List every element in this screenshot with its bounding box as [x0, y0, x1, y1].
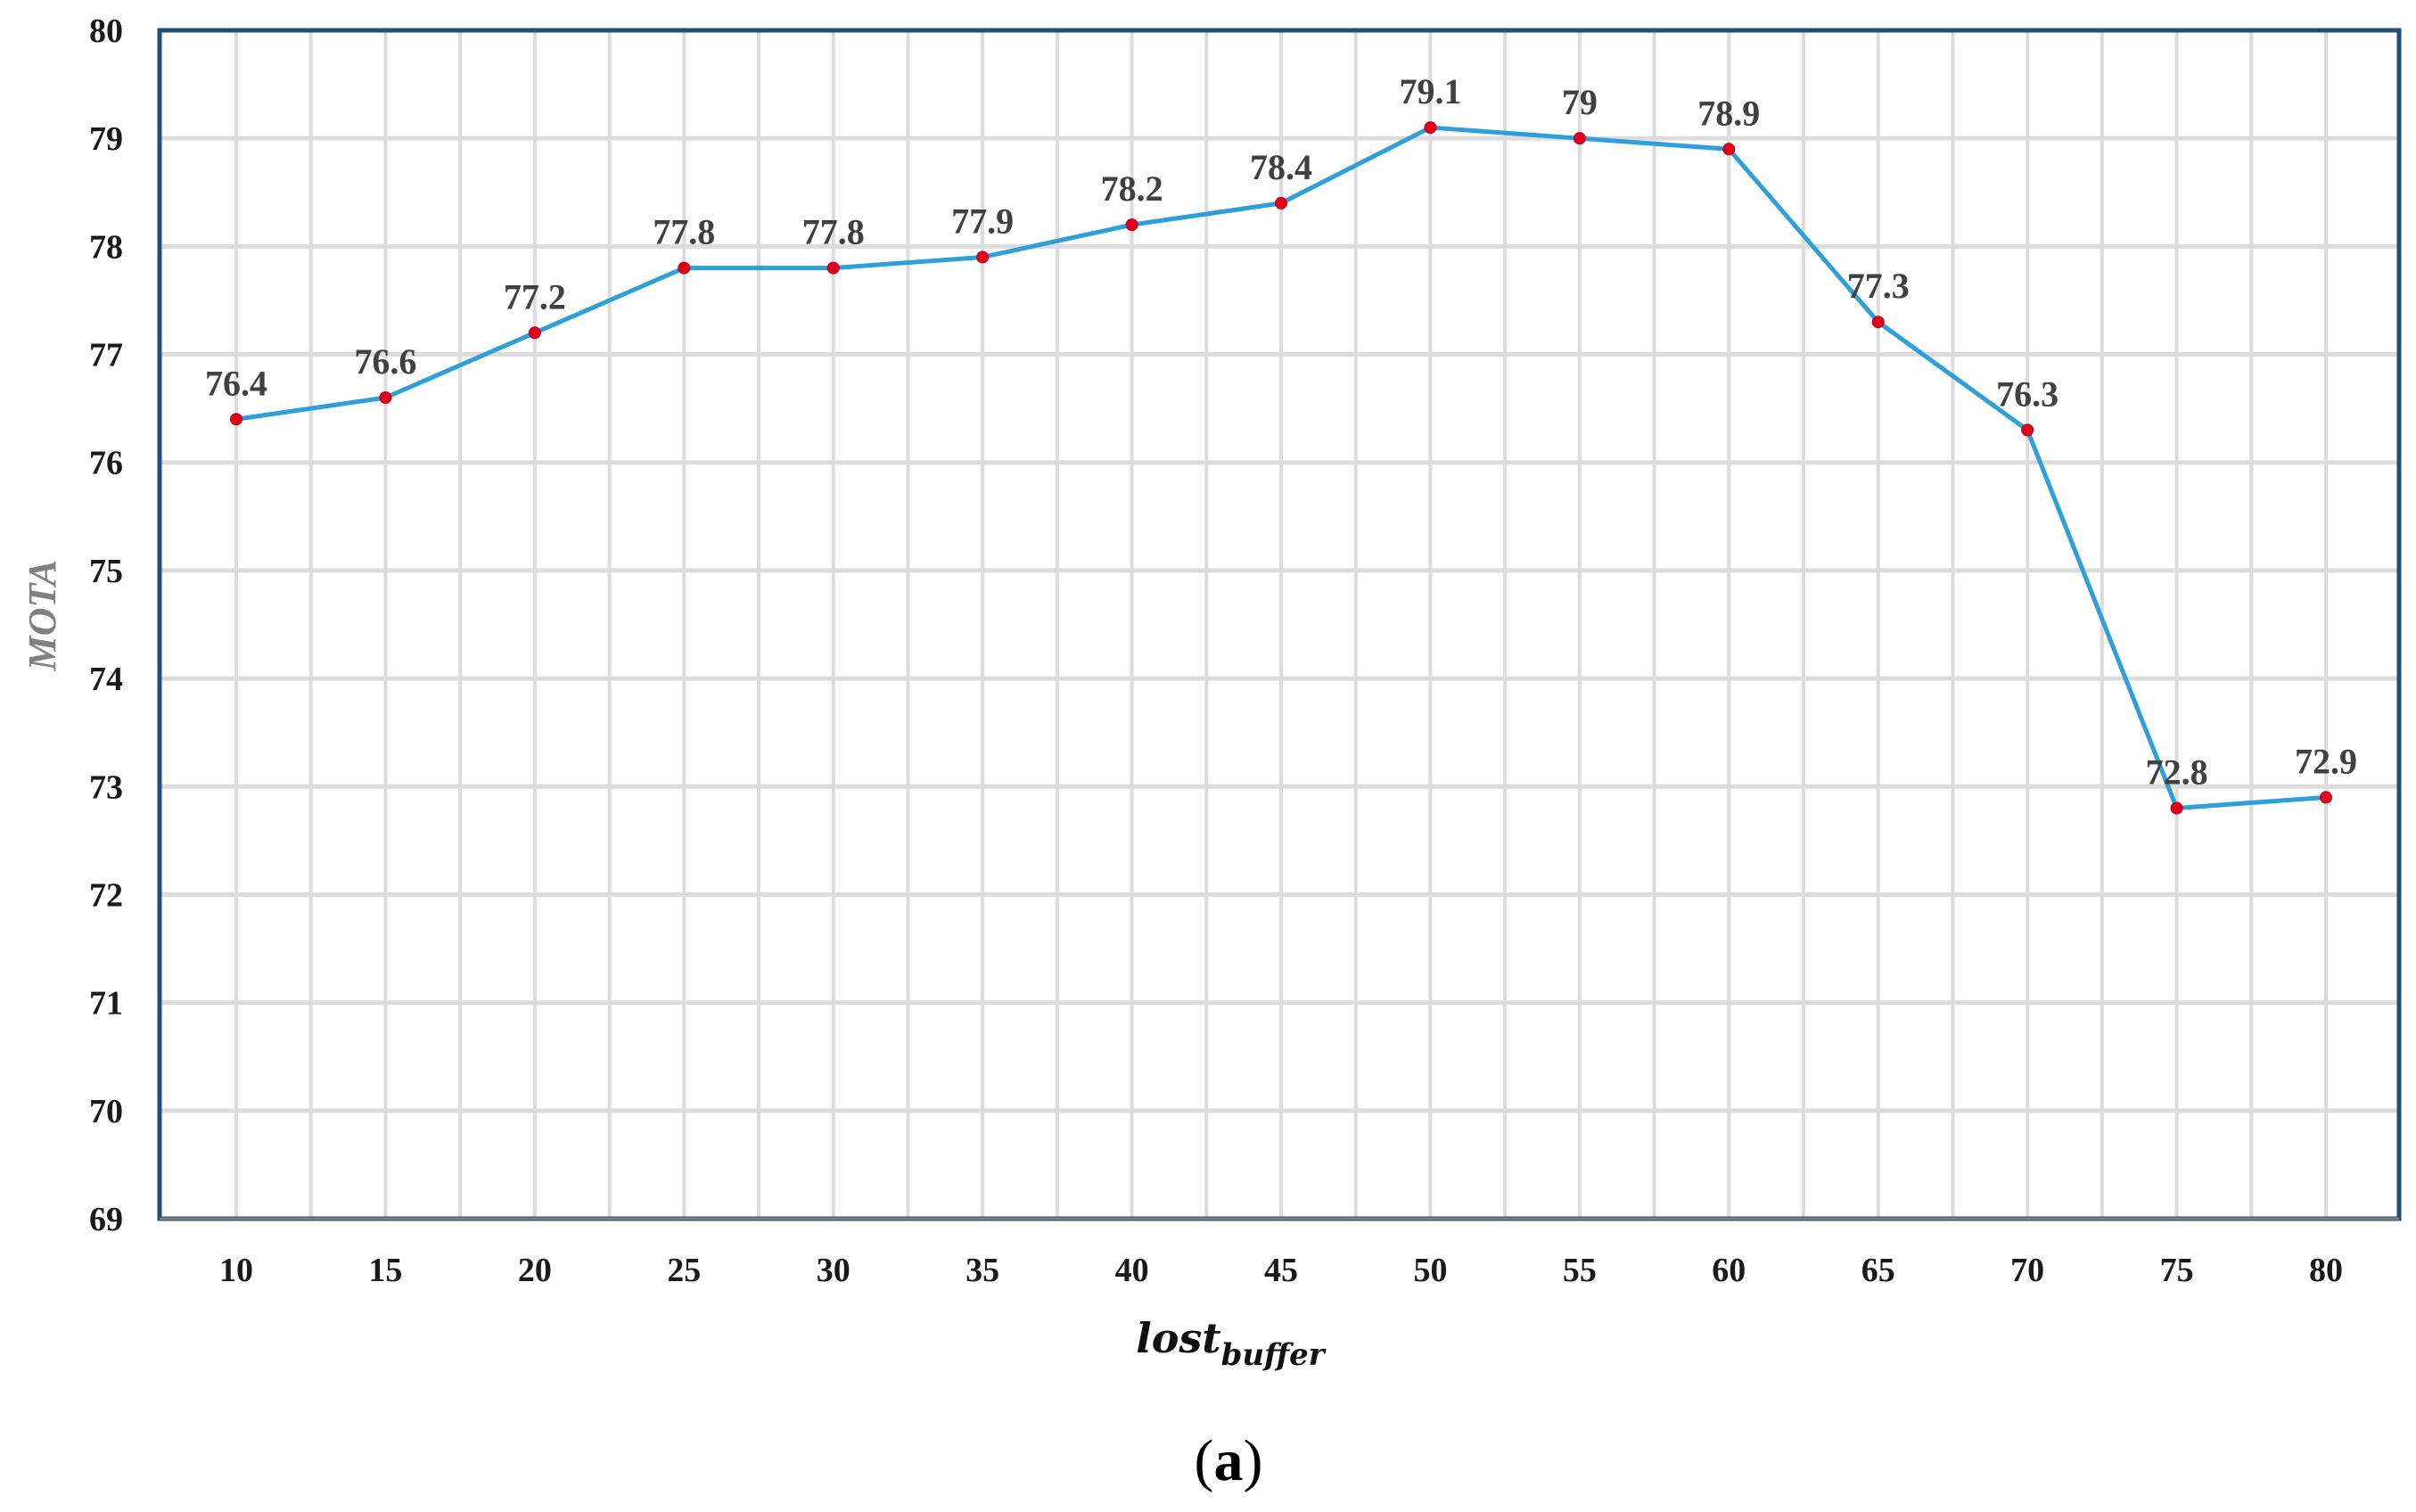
x-axis-title: lostbuffer [1136, 1314, 1327, 1373]
x-tick-label: 35 [966, 1252, 999, 1289]
x-tick-label: 45 [1264, 1252, 1298, 1289]
caption-open: ( [1195, 1428, 1214, 1493]
y-tick-label: 75 [89, 553, 123, 590]
data-label: 77.2 [504, 276, 566, 316]
data-label: 76.3 [1996, 374, 2059, 414]
data-label: 79 [1562, 82, 1598, 122]
caption-close: ) [1244, 1428, 1263, 1493]
data-point [1871, 316, 1885, 329]
x-tick-label: 50 [1413, 1252, 1447, 1289]
data-label: 79.1 [1399, 71, 1461, 111]
data-point [678, 261, 691, 275]
y-tick-label: 74 [89, 661, 123, 698]
caption-letter: a [1214, 1428, 1244, 1493]
series-markers [230, 121, 2333, 815]
data-label: 76.6 [354, 341, 416, 382]
x-tick-label: 40 [1115, 1252, 1149, 1289]
data-point [2320, 791, 2333, 804]
x-tick-label: 65 [1861, 1252, 1895, 1289]
y-tick-label: 76 [89, 445, 123, 482]
data-label: 77.9 [951, 201, 1014, 241]
x-tick-label: 60 [1712, 1252, 1746, 1289]
x-axis-title-main: lost [1136, 1314, 1220, 1362]
x-tick-label: 30 [817, 1252, 851, 1289]
data-label: 72.8 [2146, 752, 2208, 793]
data-point [1722, 143, 1736, 156]
data-point [528, 326, 541, 340]
data-point [976, 251, 990, 264]
data-label: 72.9 [2295, 741, 2357, 781]
x-tick-label: 10 [219, 1252, 253, 1289]
data-label: 78.4 [1250, 147, 1312, 187]
data-labels: 76.4 76.6 77.2 77.8 77.8 77.9 78.2 78.4 79.1 79 78… [205, 71, 2357, 792]
data-point [2021, 423, 2034, 437]
figure-caption: (a) [1195, 1428, 1263, 1493]
grid [160, 30, 2399, 1219]
y-tick-label: 73 [89, 768, 123, 806]
y-tick-label: 77 [89, 337, 123, 374]
y-tick-label: 71 [89, 985, 123, 1023]
data-label: 77.3 [1847, 266, 1910, 306]
y-tick-label: 69 [89, 1201, 123, 1238]
data-point [230, 413, 242, 426]
data-point [2170, 801, 2183, 815]
y-axis-ticks: 69 70 71 72 73 74 75 76 77 78 79 80 [89, 12, 123, 1238]
data-label: 76.4 [205, 363, 267, 403]
x-tick-label: 55 [1563, 1252, 1597, 1289]
data-point [826, 261, 840, 275]
x-axis-title-subscript: buffer [1221, 1337, 1327, 1373]
x-tick-label: 80 [2309, 1252, 2343, 1289]
data-label: 78.2 [1101, 168, 1163, 209]
y-tick-label: 80 [89, 12, 123, 50]
x-tick-label: 15 [368, 1252, 402, 1289]
data-point [1125, 218, 1138, 232]
data-label: 78.9 [1697, 93, 1760, 133]
y-tick-label: 70 [89, 1093, 123, 1130]
data-point [1275, 196, 1288, 210]
data-label: 77.8 [653, 212, 715, 252]
x-axis-ticks: 10 15 20 25 30 35 40 45 50 55 60 65 70 75 80 [219, 1252, 2343, 1289]
data-label: 77.8 [802, 212, 865, 252]
x-tick-label: 25 [667, 1252, 701, 1289]
y-tick-label: 72 [89, 876, 123, 914]
data-point [1424, 121, 1437, 135]
y-tick-label: 78 [89, 228, 123, 266]
y-axis-title: MOTA [21, 560, 64, 672]
y-tick-label: 79 [89, 120, 123, 158]
data-point [1573, 132, 1586, 145]
data-point [379, 391, 392, 405]
x-tick-label: 20 [518, 1252, 552, 1289]
x-tick-label: 70 [2010, 1252, 2044, 1289]
x-tick-label: 75 [2160, 1252, 2194, 1289]
